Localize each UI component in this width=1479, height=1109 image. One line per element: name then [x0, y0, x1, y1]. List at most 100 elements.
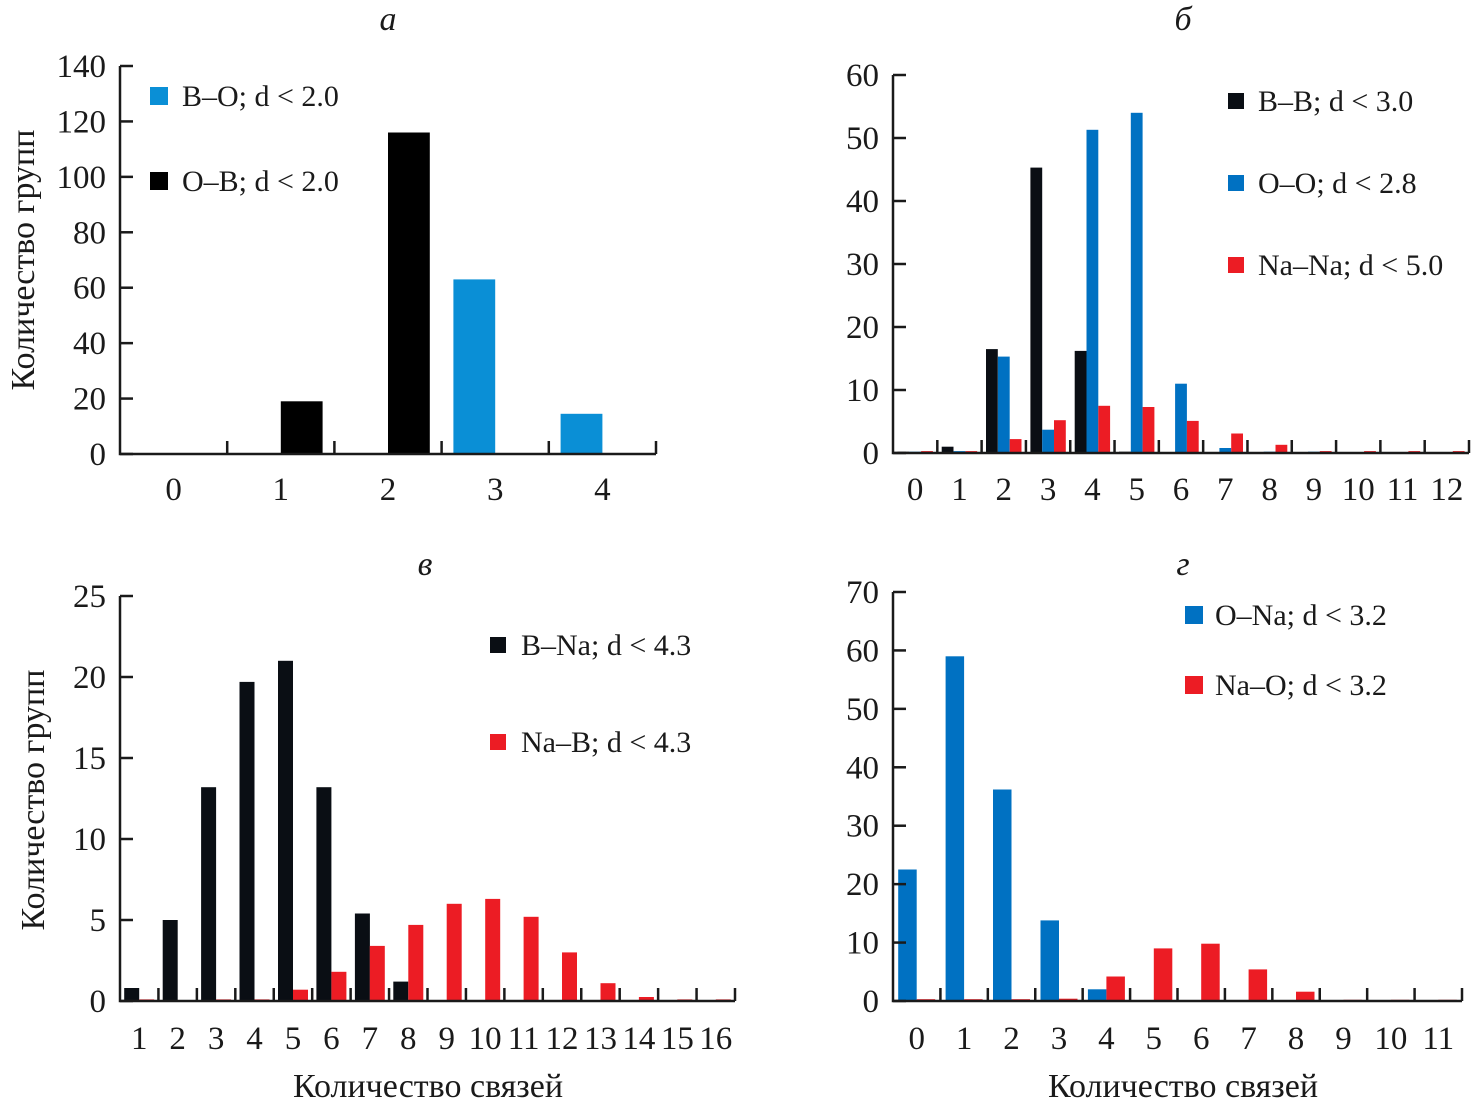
bar-o-o: [1042, 429, 1054, 453]
bar-b-b: [1074, 350, 1087, 453]
bar-b-na: [316, 787, 332, 1001]
bar-o-na: [1040, 920, 1059, 1001]
y-tick-label: 15: [73, 741, 106, 777]
bar-na-b: [485, 898, 501, 1001]
x-tick-label: 11: [1422, 1021, 1454, 1057]
bar-b-b: [941, 446, 954, 453]
x-tick-label: 7: [362, 1021, 379, 1057]
x-tick-label: 1: [131, 1021, 148, 1057]
x-tick-label: 13: [584, 1021, 617, 1057]
bar-o-na: [993, 789, 1012, 1001]
y-tick-label: 40: [73, 326, 106, 362]
x-tick-label: 16: [699, 1021, 732, 1057]
bar-na-b: [446, 903, 462, 1001]
y-tick-label: 50: [846, 692, 879, 728]
legend-swatch: [1228, 257, 1244, 273]
axis-lines: [891, 592, 1462, 1003]
legend: O–Na; d < 3.2 Na–O; d < 3.2: [1185, 599, 1387, 702]
y-tick-label: 100: [57, 160, 107, 196]
x-tick-label: 7: [1217, 472, 1234, 508]
bar-na-o: [1296, 991, 1315, 1001]
x-tick-label: 6: [323, 1021, 340, 1057]
bar-o-b: [280, 401, 323, 454]
y-axis-title: Количество групп: [15, 670, 52, 931]
y-tick-label: 5: [90, 903, 107, 939]
x-tick-label: 9: [1335, 1021, 1352, 1057]
x-tick-label: 9: [1306, 472, 1323, 508]
bar-o-o: [1175, 383, 1187, 453]
x-tick-label: 12: [1430, 472, 1463, 508]
legend-swatch: [150, 87, 168, 105]
bar-na-o: [1106, 976, 1125, 1001]
y-tick-label: 10: [73, 822, 106, 858]
y-tick-label: 20: [73, 660, 106, 696]
bar-o-o: [1219, 448, 1232, 453]
x-tick-label: 7: [1240, 1021, 1257, 1057]
x-tick-label: 0: [907, 472, 924, 508]
legend-swatch: [1185, 606, 1203, 624]
x-tick-label: 6: [1193, 1021, 1210, 1057]
y-tick-label: 10: [846, 373, 879, 409]
bar-o-na: [1087, 989, 1107, 1001]
legend-swatch: [1185, 676, 1203, 694]
y-tick-label: 20: [73, 382, 106, 418]
y-tick-label: 25: [73, 579, 106, 615]
y-tick-label: 10: [846, 926, 879, 962]
legend-label: B–Na; d < 4.3: [521, 629, 691, 662]
bar-o-o: [997, 356, 1010, 453]
bar-b-o: [560, 413, 603, 454]
x-tick-label: 10: [469, 1021, 502, 1057]
y-tick-label: 50: [846, 121, 879, 157]
bar-b-na: [278, 660, 293, 1001]
bar-na-o: [1153, 948, 1173, 1001]
bar-o-na: [945, 656, 965, 1001]
bar-o-o: [1086, 129, 1099, 454]
legend-swatch: [1228, 175, 1244, 191]
x-tick-label: 1: [956, 1021, 973, 1057]
bar-o-na: [898, 869, 917, 1001]
y-tick-label: 60: [73, 271, 106, 307]
x-tick-label: 8: [400, 1021, 417, 1057]
x-tick-label: 4: [246, 1021, 263, 1057]
bar-na-na: [1098, 405, 1111, 454]
legend-label: O–Na; d < 3.2: [1215, 599, 1387, 632]
bar-o-b: [388, 132, 430, 454]
bar-na-na: [1054, 420, 1066, 453]
panel-a: а 0 20 40 60 80 100 120 140 0 1 2 3 4 Количество групп…: [5, 1, 658, 508]
bar-b-na: [354, 913, 370, 1001]
bar-na-b: [293, 989, 308, 1001]
bar-b-na: [393, 981, 409, 1001]
panel-title: в: [418, 546, 433, 583]
y-tick-label: 80: [73, 215, 106, 251]
panel-title: а: [380, 1, 397, 38]
x-tick-label: 8: [1288, 1021, 1305, 1057]
x-tick-label: 10: [1342, 472, 1375, 508]
bar-b-o: [453, 279, 496, 454]
x-tick-label: 15: [661, 1021, 694, 1057]
y-axis-title: Количество групп: [5, 130, 42, 391]
y-tick-label: 70: [846, 575, 879, 611]
bar-b-na: [124, 988, 140, 1001]
y-tick-label: 20: [846, 310, 879, 346]
x-tick-label: 2: [1003, 1021, 1020, 1057]
x-tick-label: 14: [622, 1021, 655, 1057]
y-tick-label: 140: [57, 49, 107, 85]
x-tick-label: 3: [1051, 1021, 1068, 1057]
x-tick-label: 5: [1128, 472, 1145, 508]
x-tick-label: 0: [165, 472, 182, 508]
bar-na-b: [408, 924, 424, 1001]
bar-na-b: [600, 983, 616, 1001]
x-tick-label: 0: [908, 1021, 925, 1057]
legend-label: B–O; d < 2.0: [182, 80, 339, 113]
x-tick-label: 4: [594, 472, 611, 508]
bar-b-b: [986, 349, 998, 453]
x-tick-label: 8: [1261, 472, 1278, 508]
x-tick-label: 2: [380, 472, 397, 508]
x-tick-label: 3: [1040, 472, 1057, 508]
bar-na-na: [1275, 444, 1288, 453]
bar-na-b: [562, 952, 577, 1001]
y-tick-label: 20: [846, 867, 879, 903]
